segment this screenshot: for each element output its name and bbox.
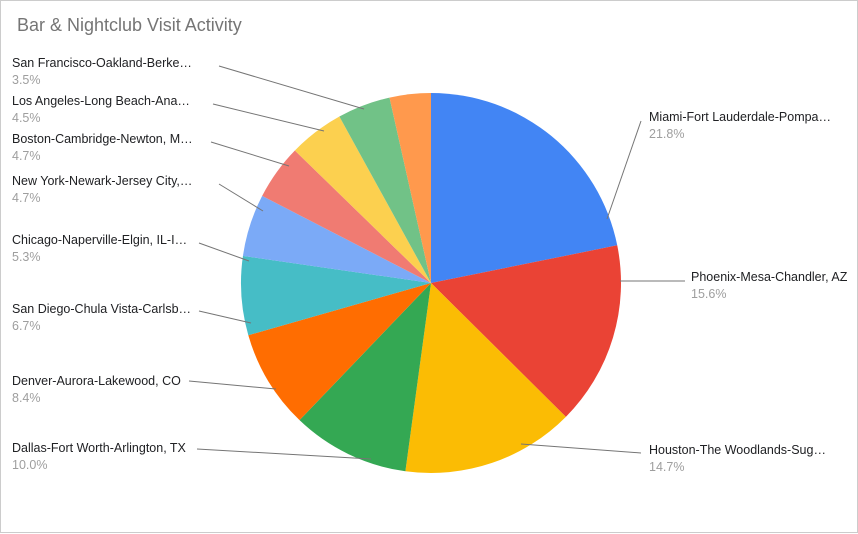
slice-label-text: Chicago-Naperville-Elgin, IL-I… <box>12 233 187 247</box>
slice-label-pct: 4.7% <box>12 191 212 207</box>
slice-label: Los Angeles-Long Beach-Ana… 4.5% <box>12 94 212 126</box>
chart-container: Bar & Nightclub Visit Activity Miami-For… <box>0 0 858 533</box>
slice-label-pct: 14.7% <box>649 460 826 476</box>
slice-label-pct: 21.8% <box>649 127 831 143</box>
slice-label-text: Phoenix-Mesa-Chandler, AZ <box>691 270 847 284</box>
slice-label: San Diego-Chula Vista-Carlsb… 6.7% <box>12 302 212 334</box>
slice-label-pct: 8.4% <box>12 391 212 407</box>
leader-line <box>521 444 641 453</box>
slice-label-pct: 15.6% <box>691 287 847 303</box>
slice-label-text: San Diego-Chula Vista-Carlsb… <box>12 302 191 316</box>
slice-label-pct: 6.7% <box>12 319 212 335</box>
leader-line <box>211 142 289 166</box>
slice-label: Houston-The Woodlands-Sug… 14.7% <box>649 443 826 475</box>
slice-label-pct: 10.0% <box>12 458 212 474</box>
slice-label: Miami-Fort Lauderdale-Pompa… 21.8% <box>649 110 831 142</box>
slice-label-pct: 3.5% <box>12 73 212 89</box>
slice-label-pct: 5.3% <box>12 250 212 266</box>
slice-label-pct: 4.7% <box>12 149 212 165</box>
slice-label-text: Miami-Fort Lauderdale-Pompa… <box>649 110 831 124</box>
slice-label: Dallas-Fort Worth-Arlington, TX 10.0% <box>12 441 212 473</box>
slice-label-text: New York-Newark-Jersey City,… <box>12 174 192 188</box>
leader-line <box>219 66 364 109</box>
slice-label: Chicago-Naperville-Elgin, IL-I… 5.3% <box>12 233 212 265</box>
slice-label-text: Denver-Aurora-Lakewood, CO <box>12 374 181 388</box>
leader-line <box>219 184 263 211</box>
slice-label-text: Houston-The Woodlands-Sug… <box>649 443 826 457</box>
leader-line <box>213 104 324 131</box>
slice-label: San Francisco-Oakland-Berke… 3.5% <box>12 56 212 88</box>
slice-label: New York-Newark-Jersey City,… 4.7% <box>12 174 212 206</box>
slice-label-text: Los Angeles-Long Beach-Ana… <box>12 94 190 108</box>
slice-label-text: Dallas-Fort Worth-Arlington, TX <box>12 441 186 455</box>
slice-label: Phoenix-Mesa-Chandler, AZ 15.6% <box>691 270 847 302</box>
slice-label: Boston-Cambridge-Newton, M… 4.7% <box>12 132 212 164</box>
slice-label: Denver-Aurora-Lakewood, CO 8.4% <box>12 374 212 406</box>
slice-label-pct: 4.5% <box>12 111 212 127</box>
leader-line <box>607 121 641 219</box>
slice-label-text: Boston-Cambridge-Newton, M… <box>12 132 193 146</box>
slice-label-text: San Francisco-Oakland-Berke… <box>12 56 192 70</box>
